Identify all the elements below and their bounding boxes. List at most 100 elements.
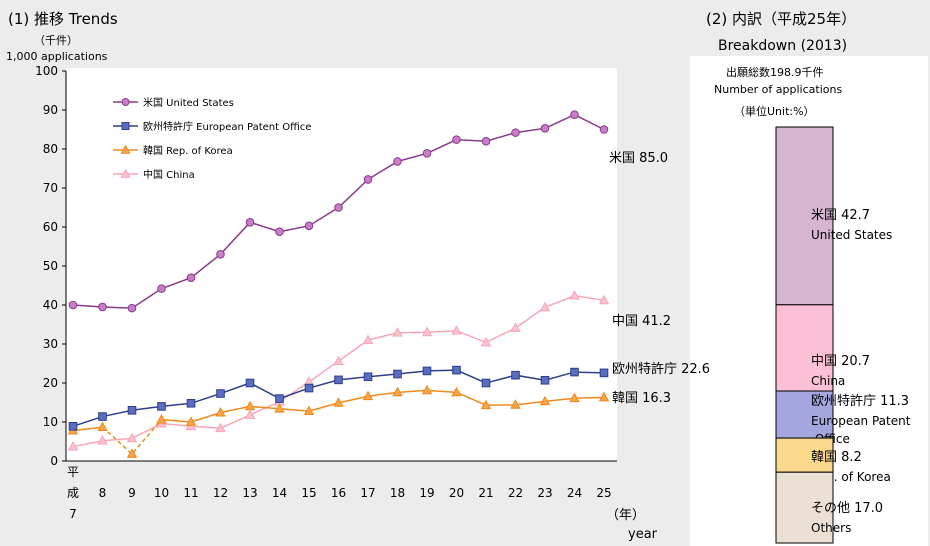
data-point (421, 384, 433, 395)
data-point (97, 435, 108, 445)
legend-marker (120, 168, 131, 178)
data-point (480, 336, 492, 347)
breakdown-total: 出願総数198.9千件 (726, 66, 824, 79)
x-tick-label: 24 (567, 486, 582, 500)
data-point (540, 375, 550, 385)
data-point (510, 399, 521, 409)
legend-marker (120, 144, 131, 154)
data-point (245, 218, 255, 227)
data-point (304, 221, 314, 231)
data-point (422, 366, 432, 376)
data-point (68, 300, 78, 310)
data-point (127, 303, 137, 313)
y-tick-label: 10 (43, 415, 58, 429)
data-point (393, 157, 402, 166)
data-point (215, 422, 226, 433)
x-tick-label: 12 (213, 486, 228, 500)
data-point (275, 227, 284, 236)
x-tick-label: 19 (419, 486, 434, 500)
data-point (362, 334, 374, 344)
legend: 米国 United States 欧州特許庁 European Patent Of… (113, 96, 311, 181)
x-tick-label: 14 (272, 486, 287, 500)
stacked-bar: 米国 42.7 United States 中国 20.7 China 欧州特許庁 11… (775, 126, 911, 544)
x-unit-ja: （年） (606, 508, 646, 523)
y-tick-label: 60 (43, 220, 58, 234)
x-tick-label: 23 (537, 486, 552, 500)
trend-title: (1) 推移 Trends (8, 10, 118, 28)
data-point (274, 403, 285, 413)
data-point (97, 421, 108, 431)
data-point (421, 326, 433, 337)
series-end-label: 米国 85.0 (609, 151, 668, 166)
x-tick-label: 16 (331, 486, 346, 500)
data-point (363, 372, 373, 382)
data-point (275, 394, 284, 403)
bar-segment (775, 437, 834, 473)
y-tick-label: 70 (43, 181, 58, 195)
data-point (157, 284, 166, 293)
segment-label: 米国 42.7 (811, 208, 870, 223)
data-point (452, 135, 461, 144)
data-point (481, 136, 491, 146)
breakdown-subtitle: Breakdown (2013) (718, 38, 848, 54)
data-point (392, 386, 403, 397)
data-point (393, 369, 402, 379)
data-point (334, 375, 343, 385)
x-tick-label: 17 (360, 486, 375, 500)
data-point (422, 148, 432, 158)
data-point (216, 250, 225, 259)
data-point (157, 402, 166, 411)
data-point (334, 203, 343, 212)
data-point (245, 378, 255, 388)
series-line-korea (161, 389, 605, 423)
data-point (186, 398, 196, 408)
x-tick-label: 平成 7 (67, 465, 79, 521)
data-point (67, 440, 79, 451)
y-tick-label: 0 (50, 454, 58, 468)
data-point (216, 389, 225, 398)
y-tick-label: 100 (35, 64, 58, 78)
y-tick-label: 90 (43, 103, 58, 117)
y-unit-ja: （千件） (34, 34, 78, 47)
data-point (569, 392, 580, 403)
x-tick-label: 15 (301, 486, 316, 500)
segment-label: 中国 20.7 (811, 354, 870, 369)
y-tick-label: 80 (43, 142, 58, 156)
x-tick-label: 21 (478, 486, 493, 500)
data-point (244, 400, 256, 411)
data-point (244, 409, 256, 419)
series-line (72, 294, 605, 448)
data-point (569, 290, 580, 300)
x-tick-label: 9 (128, 486, 136, 500)
legend-marker (121, 98, 130, 106)
data-point (186, 273, 196, 283)
data-point (126, 448, 138, 458)
breakdown-total-en: Number of applications (714, 83, 843, 96)
bar-segment (775, 126, 834, 306)
x-unit-en: year (628, 527, 658, 542)
series-lines: 米国 85.0 欧州特許庁 22.6 韓国 16.3 中国 41.2 (67, 110, 710, 458)
x-tick-label: 22 (508, 486, 523, 500)
y-tick-label: 40 (43, 298, 58, 312)
data-point (98, 412, 107, 421)
data-point (570, 367, 579, 377)
y-tick-label: 30 (43, 337, 58, 351)
x-tick-label: 8 (99, 486, 107, 500)
segment-sublabel: China (811, 374, 845, 388)
breakdown-unit: （単位Unit:%） (734, 105, 815, 118)
data-point (598, 391, 610, 402)
data-point (333, 397, 344, 407)
legend-label: 中国 China (143, 168, 195, 181)
data-point (98, 302, 107, 312)
data-point (539, 395, 551, 406)
plot-area (66, 68, 617, 461)
data-point (510, 322, 521, 332)
x-tick-label: 18 (390, 486, 405, 500)
x-tick-label: 13 (242, 486, 257, 500)
x-tick-label: 11 (183, 486, 198, 500)
data-point (539, 301, 551, 312)
data-point (570, 110, 579, 119)
legend-label: 欧州特許庁 European Patent Office (143, 120, 311, 133)
data-point (511, 128, 520, 137)
